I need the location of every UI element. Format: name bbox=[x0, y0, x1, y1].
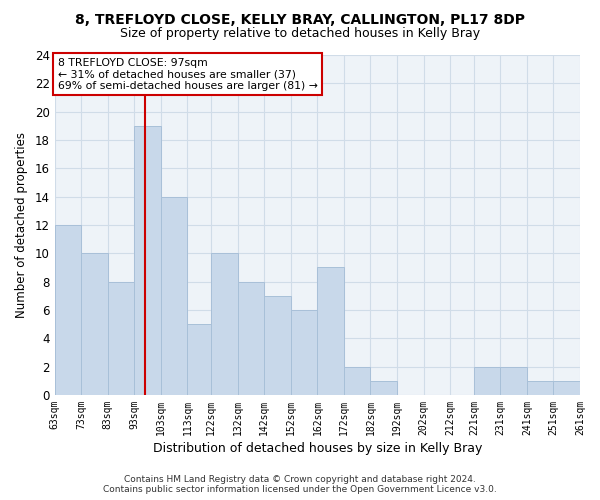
X-axis label: Distribution of detached houses by size in Kelly Bray: Distribution of detached houses by size … bbox=[153, 442, 482, 455]
Bar bbox=[474, 366, 500, 395]
Bar bbox=[291, 310, 317, 395]
Text: Size of property relative to detached houses in Kelly Bray: Size of property relative to detached ho… bbox=[120, 28, 480, 40]
Bar bbox=[161, 196, 187, 395]
Bar bbox=[82, 254, 108, 395]
Bar bbox=[134, 126, 161, 395]
Text: 8 TREFLOYD CLOSE: 97sqm
← 31% of detached houses are smaller (37)
69% of semi-de: 8 TREFLOYD CLOSE: 97sqm ← 31% of detache… bbox=[58, 58, 317, 91]
Bar bbox=[265, 296, 291, 395]
Bar bbox=[187, 324, 211, 395]
Bar bbox=[500, 366, 527, 395]
Bar bbox=[238, 282, 265, 395]
Bar bbox=[211, 254, 238, 395]
Bar bbox=[527, 381, 553, 395]
Bar bbox=[55, 225, 82, 395]
Bar bbox=[317, 268, 344, 395]
Bar bbox=[370, 381, 397, 395]
Text: Contains HM Land Registry data © Crown copyright and database right 2024.
Contai: Contains HM Land Registry data © Crown c… bbox=[103, 474, 497, 494]
Y-axis label: Number of detached properties: Number of detached properties bbox=[15, 132, 28, 318]
Bar bbox=[344, 366, 370, 395]
Text: 8, TREFLOYD CLOSE, KELLY BRAY, CALLINGTON, PL17 8DP: 8, TREFLOYD CLOSE, KELLY BRAY, CALLINGTO… bbox=[75, 12, 525, 26]
Bar bbox=[108, 282, 134, 395]
Bar bbox=[553, 381, 580, 395]
